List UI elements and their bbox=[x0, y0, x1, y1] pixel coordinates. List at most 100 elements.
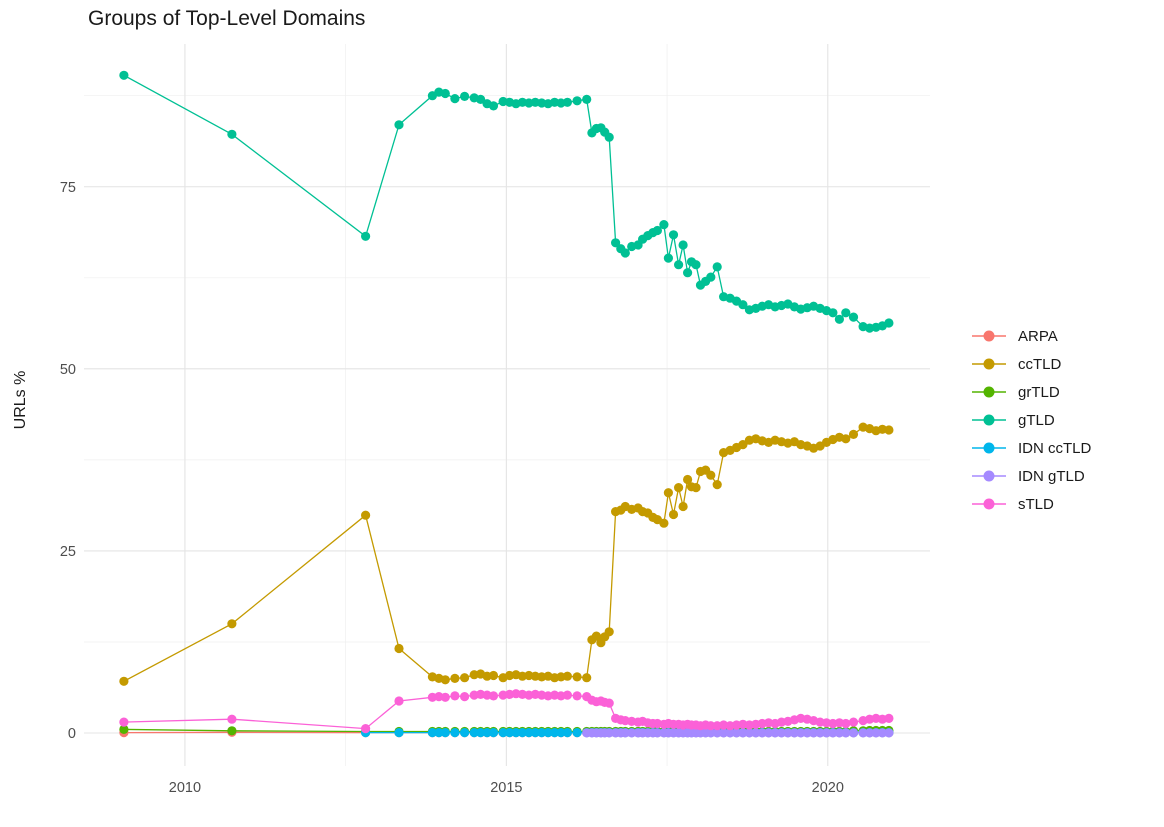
data-point-idn-cctld bbox=[524, 728, 534, 738]
y-axis-title: URLs % bbox=[12, 371, 29, 430]
data-point-idn-gtld bbox=[802, 728, 812, 738]
data-point-gtld bbox=[450, 94, 460, 104]
data-point-idn-gtld bbox=[770, 728, 780, 738]
data-point-stld bbox=[450, 691, 460, 701]
data-point-idn-gtld bbox=[620, 728, 630, 738]
data-point-stld bbox=[119, 717, 129, 727]
data-point-stld bbox=[440, 692, 450, 702]
data-point-gtld bbox=[227, 129, 237, 139]
data-point-idn-gtld bbox=[871, 728, 881, 738]
legend-key-dot bbox=[983, 414, 995, 426]
gridlines bbox=[84, 44, 930, 766]
data-point-gtld bbox=[668, 230, 679, 240]
legend-key-icon bbox=[972, 498, 1006, 510]
data-point-stld bbox=[361, 724, 371, 734]
series-cctld bbox=[119, 422, 894, 686]
data-point-idn-gtld bbox=[744, 728, 755, 738]
data-point-cctld bbox=[659, 518, 669, 528]
data-point-cctld bbox=[227, 619, 237, 629]
data-point-cctld bbox=[562, 671, 573, 681]
data-point-gtld bbox=[620, 248, 630, 258]
legend-key-icon bbox=[972, 358, 1006, 370]
data-point-stld bbox=[460, 692, 470, 702]
data-point-gtld bbox=[678, 240, 688, 250]
data-point-grtld bbox=[119, 724, 129, 735]
data-point-gtld bbox=[663, 253, 674, 263]
series-idn-gtld bbox=[582, 728, 894, 738]
legend-label: ARPA bbox=[1018, 327, 1058, 345]
data-point-cctld bbox=[848, 429, 859, 439]
data-point-idn-gtld bbox=[841, 728, 851, 738]
legend-key-dot bbox=[983, 442, 995, 454]
data-point-idn-cctld bbox=[460, 728, 470, 738]
legend-item-stld: sTLD bbox=[972, 490, 1091, 518]
legend-key-dot bbox=[983, 358, 995, 370]
data-point-idn-gtld bbox=[776, 728, 787, 738]
data-point-stld bbox=[706, 721, 716, 731]
data-point-idn-gtld bbox=[706, 728, 716, 738]
data-point-gtld bbox=[884, 318, 894, 328]
data-point-cctld bbox=[668, 509, 679, 520]
data-point-gtld bbox=[604, 132, 614, 142]
data-point-stld bbox=[562, 690, 573, 700]
data-point-gtld bbox=[691, 260, 701, 270]
data-point-gtld bbox=[683, 268, 693, 278]
data-point-gtld bbox=[119, 70, 129, 80]
data-point-idn-cctld bbox=[517, 728, 528, 738]
data-point-idn-gtld bbox=[809, 728, 819, 738]
data-point-idn-gtld bbox=[796, 728, 806, 738]
data-point-cctld bbox=[460, 673, 470, 683]
data-point-idn-gtld bbox=[751, 728, 761, 738]
data-point-idn-cctld bbox=[488, 728, 499, 738]
legend-label: IDN gTLD bbox=[1018, 467, 1085, 485]
data-point-idn-gtld bbox=[884, 728, 894, 738]
data-point-idn-gtld bbox=[738, 728, 748, 738]
data-point-gtld bbox=[562, 97, 573, 107]
data-point-gtld bbox=[440, 88, 450, 99]
x-tick-label: 2010 bbox=[169, 780, 201, 796]
data-point-idn-cctld bbox=[482, 728, 492, 738]
series-gtld bbox=[119, 70, 894, 333]
data-point-idn-cctld bbox=[427, 728, 437, 738]
data-point-stld bbox=[394, 696, 404, 706]
data-point-cctld bbox=[884, 425, 894, 435]
data-point-cctld bbox=[394, 643, 404, 654]
data-point-cctld bbox=[674, 483, 684, 493]
data-point-gtld bbox=[834, 314, 845, 324]
legend-key-icon bbox=[972, 470, 1006, 482]
data-point-idn-gtld bbox=[848, 728, 859, 738]
data-point-gtld bbox=[476, 94, 486, 104]
y-tick-label: 50 bbox=[60, 362, 76, 378]
data-point-stld bbox=[572, 691, 582, 701]
series-stld bbox=[119, 689, 894, 734]
x-tick-label: 2020 bbox=[812, 780, 844, 796]
data-point-idn-cctld bbox=[530, 728, 540, 738]
data-point-gtld bbox=[706, 272, 716, 282]
y-tick-label: 25 bbox=[60, 544, 76, 560]
data-point-idn-gtld bbox=[652, 728, 663, 738]
data-point-cctld bbox=[841, 434, 851, 444]
data-point-gtld bbox=[572, 96, 582, 106]
axis-labels-layer: 0 25 50 75 2010 2015 2020 bbox=[60, 180, 844, 796]
legend-key-icon bbox=[972, 330, 1006, 342]
data-point-stld bbox=[848, 717, 859, 727]
legend-item-idn-cctld: IDN ccTLD bbox=[972, 434, 1091, 462]
chart-title: Groups of Top-Level Domains bbox=[88, 7, 365, 30]
data-point-cctld bbox=[738, 440, 748, 450]
data-point-cctld bbox=[663, 488, 674, 498]
data-point-idn-cctld bbox=[394, 728, 404, 738]
data-point-gtld bbox=[738, 300, 748, 310]
data-point-idn-gtld bbox=[815, 728, 825, 738]
y-tick-label: 0 bbox=[68, 726, 76, 742]
data-point-gtld bbox=[582, 94, 592, 104]
data-point-stld bbox=[841, 718, 851, 729]
data-point-idn-cctld bbox=[556, 728, 566, 738]
legend: ARPA ccTLD grTLD gTLD IDN ccTLD IDN gTLD sTLD bbox=[972, 322, 1091, 518]
legend-key-icon bbox=[972, 414, 1006, 426]
data-point-idn-gtld bbox=[821, 728, 832, 738]
data-point-cctld bbox=[119, 676, 129, 686]
legend-label: sTLD bbox=[1018, 495, 1054, 513]
data-point-idn-cctld bbox=[434, 728, 444, 738]
